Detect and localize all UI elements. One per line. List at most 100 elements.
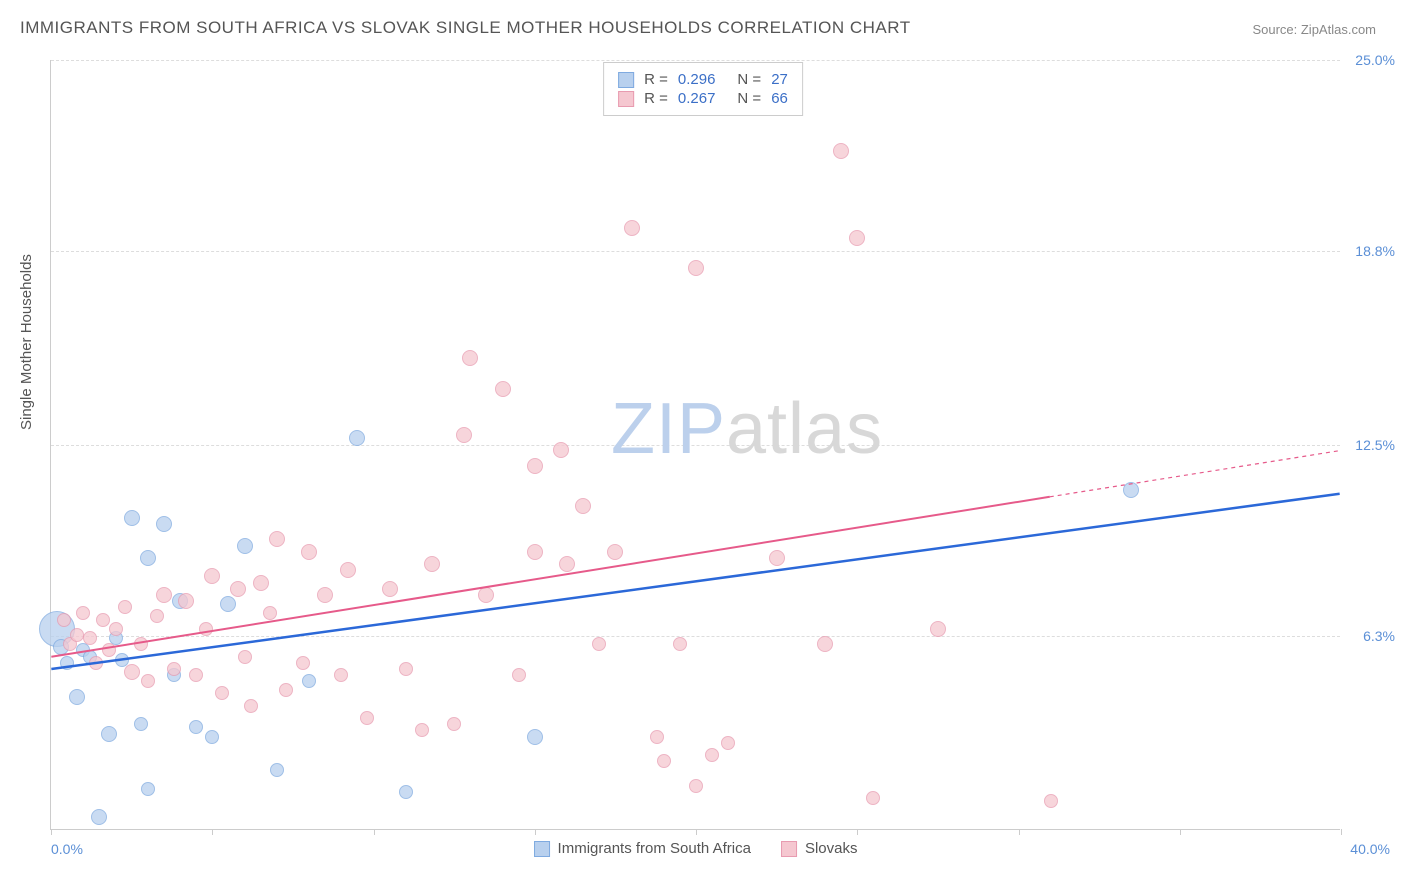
scatter-point-slovaks xyxy=(334,668,348,682)
y-tick-label: 12.5% xyxy=(1355,437,1395,453)
scatter-point-slovaks xyxy=(721,736,735,750)
legend-swatch-icon xyxy=(781,841,797,857)
legend-n-value: 66 xyxy=(771,90,788,107)
chart-title: IMMIGRANTS FROM SOUTH AFRICA VS SLOVAK S… xyxy=(20,18,911,38)
scatter-point-south_africa xyxy=(141,782,155,796)
scatter-point-slovaks xyxy=(624,220,640,236)
scatter-point-south_africa xyxy=(156,516,172,532)
legend-r-value: 0.296 xyxy=(678,71,716,88)
watermark: ZIPatlas xyxy=(611,388,883,470)
y-tick-label: 18.8% xyxy=(1355,243,1395,259)
scatter-point-slovaks xyxy=(592,637,606,651)
x-tick xyxy=(51,829,52,835)
scatter-point-slovaks xyxy=(204,568,220,584)
scatter-point-slovaks xyxy=(141,674,155,688)
scatter-point-slovaks xyxy=(607,544,623,560)
scatter-point-slovaks xyxy=(817,636,833,652)
scatter-point-slovaks xyxy=(527,458,543,474)
y-axis-title: Single Mother Households xyxy=(18,254,35,430)
scatter-point-south_africa xyxy=(69,689,85,705)
scatter-point-slovaks xyxy=(317,587,333,603)
legend-item-south_africa: Immigrants from South Africa xyxy=(534,840,751,857)
scatter-point-south_africa xyxy=(205,730,219,744)
scatter-point-slovaks xyxy=(118,600,132,614)
legend-r-label: R = xyxy=(644,71,668,88)
scatter-point-south_africa xyxy=(189,720,203,734)
scatter-point-south_africa xyxy=(101,726,117,742)
scatter-point-slovaks xyxy=(263,606,277,620)
scatter-point-slovaks xyxy=(705,748,719,762)
scatter-point-slovaks xyxy=(230,581,246,597)
scatter-point-south_africa xyxy=(302,674,316,688)
scatter-point-slovaks xyxy=(215,686,229,700)
scatter-point-slovaks xyxy=(76,606,90,620)
gridline xyxy=(51,60,1340,61)
scatter-point-slovaks xyxy=(527,544,543,560)
scatter-point-slovaks xyxy=(382,581,398,597)
scatter-point-slovaks xyxy=(167,662,181,676)
legend-item-label: Slovaks xyxy=(805,840,858,857)
scatter-point-slovaks xyxy=(96,613,110,627)
y-tick-label: 25.0% xyxy=(1355,52,1395,68)
scatter-point-south_africa xyxy=(134,717,148,731)
scatter-point-slovaks xyxy=(1044,794,1058,808)
source-label: Source: ZipAtlas.com xyxy=(1252,22,1376,37)
scatter-point-slovaks xyxy=(102,643,116,657)
scatter-point-slovaks xyxy=(340,562,356,578)
scatter-point-slovaks xyxy=(57,613,71,627)
scatter-point-south_africa xyxy=(60,656,74,670)
scatter-point-slovaks xyxy=(70,628,84,642)
scatter-point-slovaks xyxy=(156,587,172,603)
scatter-point-slovaks xyxy=(89,656,103,670)
scatter-point-slovaks xyxy=(296,656,310,670)
scatter-point-slovaks xyxy=(447,717,461,731)
scatter-point-south_africa xyxy=(527,729,543,745)
x-tick xyxy=(1019,829,1020,835)
scatter-point-slovaks xyxy=(399,662,413,676)
legend-series: Immigrants from South Africa Slovaks xyxy=(534,840,858,857)
scatter-point-slovaks xyxy=(199,622,213,636)
scatter-point-slovaks xyxy=(689,779,703,793)
scatter-point-south_africa xyxy=(1123,482,1139,498)
gridline xyxy=(51,445,1340,446)
scatter-point-slovaks xyxy=(189,668,203,682)
scatter-point-south_africa xyxy=(270,763,284,777)
x-tick xyxy=(212,829,213,835)
x-tick xyxy=(535,829,536,835)
scatter-point-slovaks xyxy=(462,350,478,366)
scatter-point-slovaks xyxy=(456,427,472,443)
scatter-point-slovaks xyxy=(109,622,123,636)
x-axis-max-label: 40.0% xyxy=(1350,841,1390,857)
scatter-point-slovaks xyxy=(575,498,591,514)
scatter-point-slovaks xyxy=(83,631,97,645)
scatter-point-slovaks xyxy=(424,556,440,572)
scatter-point-slovaks xyxy=(269,531,285,547)
scatter-point-south_africa xyxy=(91,809,107,825)
scatter-point-south_africa xyxy=(140,550,156,566)
scatter-point-slovaks xyxy=(124,664,140,680)
scatter-point-south_africa xyxy=(399,785,413,799)
x-tick xyxy=(696,829,697,835)
scatter-point-slovaks xyxy=(833,143,849,159)
x-tick xyxy=(1180,829,1181,835)
legend-item-label: Immigrants from South Africa xyxy=(558,840,751,857)
legend-n-label: N = xyxy=(737,90,761,107)
y-tick-label: 6.3% xyxy=(1363,628,1395,644)
legend-row-south_africa: R =0.296N =27 xyxy=(618,71,788,88)
scatter-point-slovaks xyxy=(134,637,148,651)
scatter-point-slovaks xyxy=(866,791,880,805)
scatter-point-south_africa xyxy=(124,510,140,526)
scatter-point-slovaks xyxy=(512,668,526,682)
scatter-point-slovaks xyxy=(688,260,704,276)
scatter-point-south_africa xyxy=(237,538,253,554)
scatter-point-slovaks xyxy=(553,442,569,458)
legend-n-value: 27 xyxy=(771,71,788,88)
scatter-point-slovaks xyxy=(301,544,317,560)
scatter-point-slovaks xyxy=(244,699,258,713)
legend-correlation: R =0.296N =27R =0.267N =66 xyxy=(603,62,803,116)
scatter-point-south_africa xyxy=(220,596,236,612)
gridline xyxy=(51,636,1340,637)
scatter-point-slovaks xyxy=(657,754,671,768)
scatter-point-slovaks xyxy=(178,593,194,609)
plot-area: ZIPatlas 0.0% 40.0% 6.3%12.5%18.8%25.0%I… xyxy=(50,60,1340,830)
